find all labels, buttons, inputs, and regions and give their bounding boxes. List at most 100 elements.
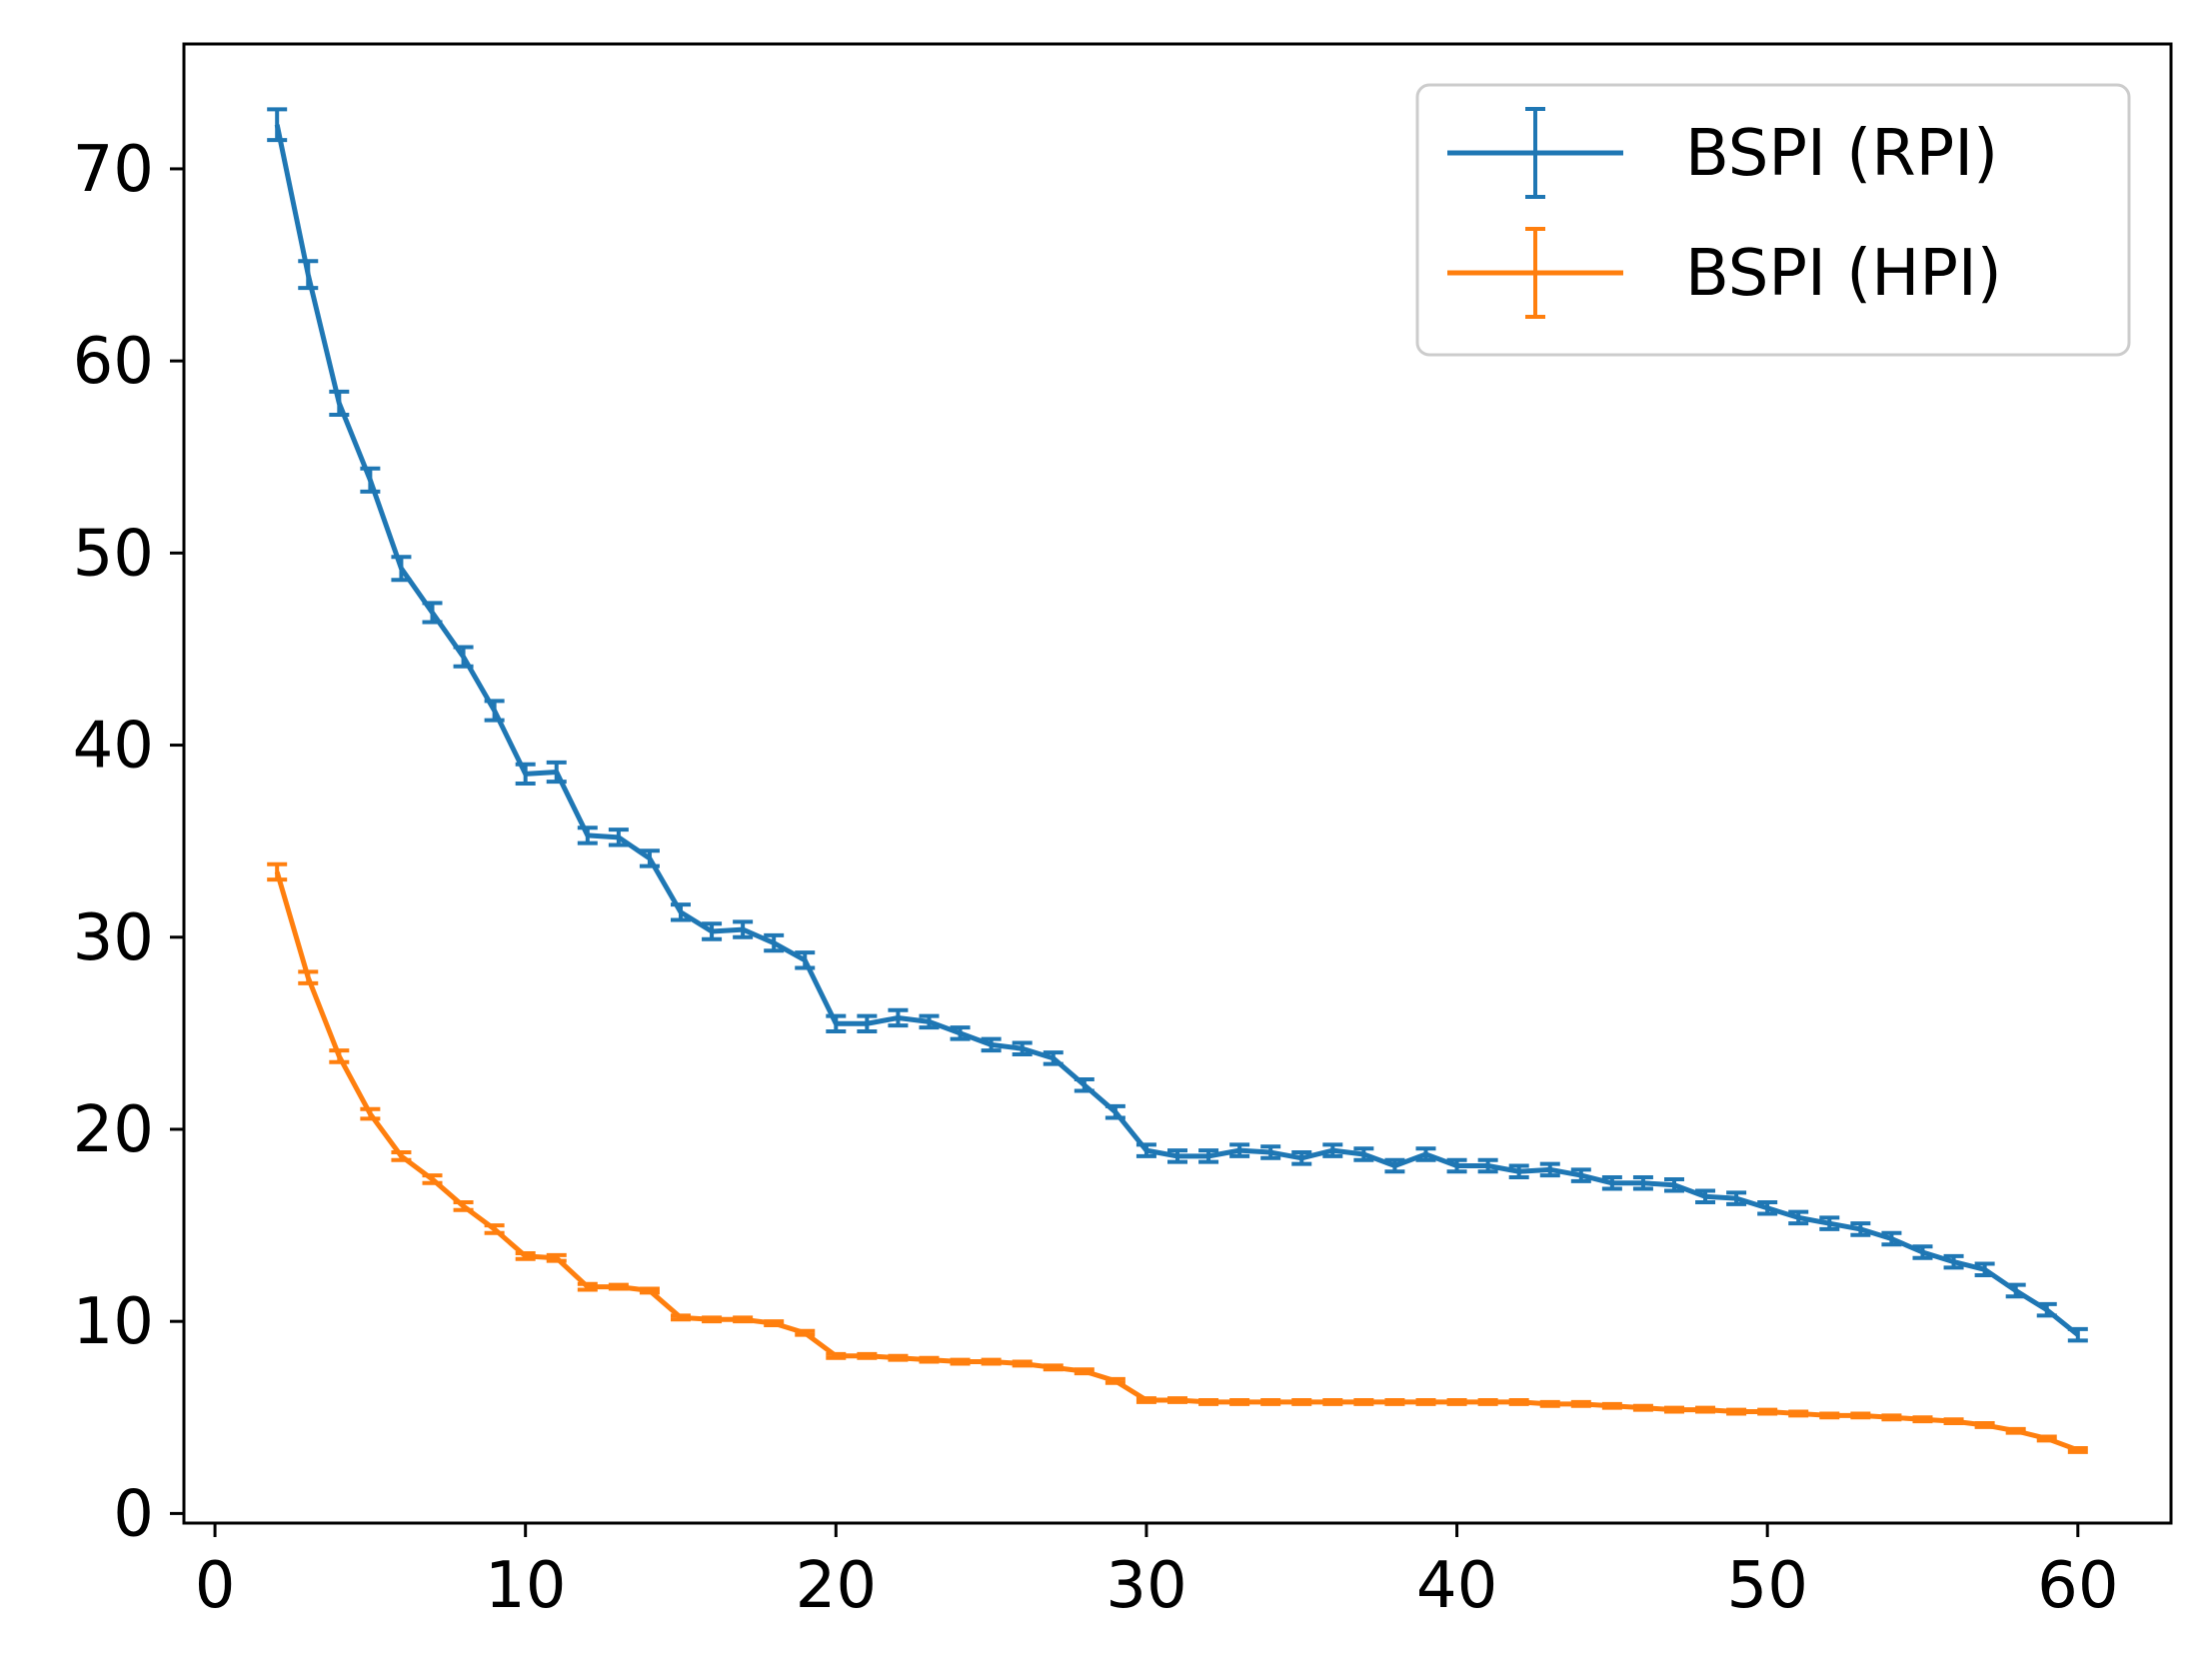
- error-bar: [1726, 1190, 1747, 1206]
- error-bar: [888, 1007, 909, 1028]
- error-bar: [671, 1313, 691, 1322]
- error-bar: [1105, 1376, 1125, 1385]
- error-bar: [1198, 1148, 1219, 1164]
- error-bar: [1601, 1175, 1622, 1191]
- x-tick-label: 10: [485, 1549, 566, 1623]
- error-bar: [1260, 1144, 1281, 1160]
- error-bar: [515, 762, 536, 786]
- x-tick-label: 30: [1106, 1549, 1186, 1623]
- error-bar: [1415, 1146, 1436, 1162]
- error-bar: [1353, 1397, 1374, 1406]
- error-bar: [733, 919, 754, 939]
- error-bar: [1415, 1397, 1436, 1406]
- x-tick-label: 40: [1416, 1549, 1497, 1623]
- error-bar: [484, 699, 505, 723]
- error-bar: [795, 950, 816, 970]
- error-bar: [1819, 1215, 1840, 1231]
- error-bar: [267, 107, 288, 143]
- error-bar: [2005, 1426, 2026, 1435]
- error-bar: [1074, 1077, 1095, 1093]
- error-bar: [2067, 1326, 2088, 1343]
- series-rpi: [267, 107, 2088, 1343]
- error-bar: [1788, 1209, 1809, 1226]
- y-tick-label: 10: [73, 1285, 154, 1359]
- error-bar: [733, 1315, 754, 1324]
- error-bar: [1788, 1409, 1809, 1418]
- series-hpi: [267, 861, 2088, 1454]
- error-bar: [1074, 1367, 1095, 1376]
- y-tick-label: 70: [73, 133, 154, 207]
- error-bar: [888, 1353, 909, 1362]
- error-bar: [950, 1025, 971, 1041]
- error-bar: [919, 1355, 940, 1364]
- error-bar: [1291, 1150, 1312, 1166]
- error-bar: [1508, 1163, 1529, 1180]
- error-bar: [1850, 1411, 1871, 1420]
- error-bar: [546, 1252, 567, 1263]
- error-bar: [1135, 1142, 1156, 1158]
- error-bar: [1229, 1142, 1250, 1158]
- error-bar: [1695, 1405, 1716, 1414]
- error-bar: [608, 828, 629, 847]
- error-bar: [1943, 1417, 1964, 1426]
- plot-area: [267, 107, 2088, 1454]
- error-bar: [639, 1286, 660, 1295]
- error-bar: [826, 1013, 847, 1033]
- error-bar: [1881, 1413, 1902, 1422]
- error-bar: [1477, 1157, 1498, 1174]
- error-bar: [1446, 1157, 1467, 1174]
- x-tick-label: 0: [195, 1549, 236, 1623]
- error-bar: [422, 1173, 443, 1185]
- error-bar: [1446, 1397, 1467, 1406]
- x-axis: 0 10 20 30 40 50 60: [195, 1523, 2119, 1623]
- error-bar: [1043, 1363, 1064, 1372]
- error-bar: [515, 1250, 536, 1261]
- error-bar: [2005, 1282, 2026, 1299]
- y-tick-label: 0: [113, 1477, 154, 1551]
- legend-entry: BSPI (RPI): [1447, 107, 1998, 199]
- error-bar: [484, 1223, 505, 1235]
- error-bar: [1632, 1403, 1653, 1412]
- error-bar: [453, 1200, 474, 1212]
- error-bar: [1632, 1175, 1653, 1191]
- y-axis: 0 10 20 30 40 50 60 70: [73, 133, 184, 1551]
- error-bar: [764, 932, 785, 953]
- error-bar: [1012, 1359, 1033, 1368]
- error-bar: [1322, 1397, 1343, 1406]
- error-bar: [1167, 1396, 1187, 1404]
- error-bar: [391, 1150, 412, 1162]
- error-bar: [329, 389, 350, 417]
- x-tick-label: 60: [2037, 1549, 2118, 1623]
- error-bar: [1291, 1397, 1312, 1406]
- x-tick-label: 20: [796, 1549, 877, 1623]
- error-bar: [1726, 1407, 1747, 1416]
- error-bar: [1570, 1167, 1591, 1183]
- error-bar: [1943, 1253, 1964, 1270]
- error-bar: [1695, 1188, 1716, 1205]
- error-bar: [1570, 1399, 1591, 1408]
- error-bar: [1539, 1161, 1560, 1178]
- error-bar: [298, 969, 319, 985]
- error-bar: [1757, 1200, 1778, 1216]
- legend-label: BSPI (HPI): [1685, 237, 2002, 311]
- error-bar: [1384, 1397, 1405, 1406]
- y-tick-label: 60: [73, 325, 154, 399]
- error-bar: [298, 259, 319, 291]
- y-tick-label: 50: [73, 517, 154, 591]
- error-bar: [1664, 1405, 1684, 1414]
- error-bar: [1539, 1399, 1560, 1408]
- error-bar: [1912, 1244, 1933, 1260]
- error-bar: [422, 601, 443, 625]
- legend-label: BSPI (RPI): [1685, 117, 1998, 191]
- error-bar: [764, 1319, 785, 1328]
- error-bar: [360, 466, 381, 494]
- error-bar: [391, 555, 412, 583]
- error-bar: [1260, 1397, 1281, 1406]
- error-bar: [1012, 1040, 1033, 1057]
- error-bar: [1353, 1146, 1374, 1162]
- error-bar: [919, 1013, 940, 1030]
- error-bar: [1664, 1176, 1684, 1193]
- error-bar: [453, 645, 474, 669]
- error-bar: [1508, 1397, 1529, 1406]
- error-bar: [1757, 1407, 1778, 1416]
